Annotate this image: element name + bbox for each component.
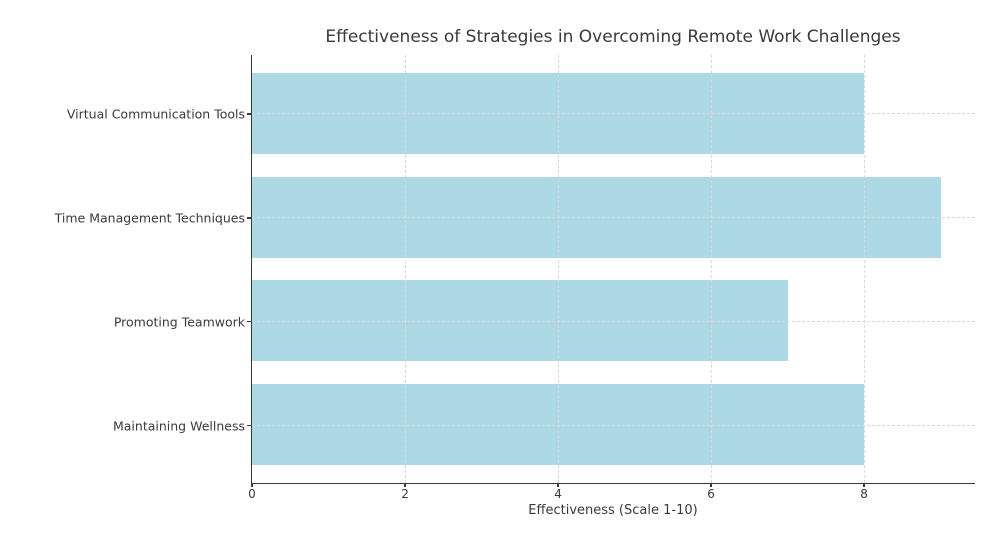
h-gridline bbox=[252, 113, 975, 115]
x-tick-label: 8 bbox=[860, 487, 868, 501]
chart-title: Effectiveness of Strategies in Overcomin… bbox=[325, 27, 901, 47]
x-tick-mark bbox=[863, 483, 865, 487]
x-tick-label: 6 bbox=[707, 487, 715, 501]
v-gridline bbox=[711, 55, 713, 483]
x-tick-mark bbox=[557, 483, 559, 487]
category-label: Promoting Teamwork bbox=[113, 314, 245, 330]
category-label: Maintaining Wellness bbox=[112, 418, 245, 434]
x-tick-mark bbox=[251, 483, 253, 487]
y-tick-mark bbox=[247, 424, 251, 427]
category-label: Virtual Communication Tools bbox=[66, 106, 245, 122]
v-gridline bbox=[558, 55, 560, 483]
x-tick-label: 4 bbox=[554, 487, 562, 501]
x-axis-label: Effectiveness (Scale 1-10) bbox=[528, 503, 698, 518]
x-tick-mark bbox=[404, 483, 406, 487]
x-tick-label: 2 bbox=[401, 487, 409, 501]
y-tick-mark bbox=[247, 113, 251, 115]
h-gridline bbox=[252, 320, 975, 322]
y-tick-mark bbox=[247, 320, 251, 323]
v-gridline bbox=[405, 55, 407, 483]
x-tick-label: 0 bbox=[248, 487, 256, 501]
category-label: Time Management Techniques bbox=[54, 210, 245, 226]
h-gridline bbox=[252, 217, 975, 219]
v-gridline bbox=[864, 55, 866, 483]
plot-area bbox=[251, 55, 975, 484]
h-gridline bbox=[252, 424, 975, 426]
x-tick-mark bbox=[710, 483, 712, 487]
y-tick-mark bbox=[247, 217, 251, 219]
